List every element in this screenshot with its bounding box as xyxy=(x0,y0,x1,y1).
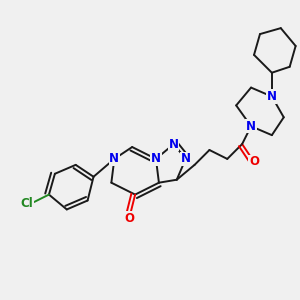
Text: N: N xyxy=(169,138,179,151)
Text: N: N xyxy=(267,90,277,103)
Text: O: O xyxy=(249,155,259,168)
Text: O: O xyxy=(124,212,134,225)
Text: Cl: Cl xyxy=(20,197,33,210)
Text: N: N xyxy=(151,152,161,165)
Text: N: N xyxy=(246,120,256,133)
Text: N: N xyxy=(109,152,119,165)
Text: N: N xyxy=(181,152,191,165)
